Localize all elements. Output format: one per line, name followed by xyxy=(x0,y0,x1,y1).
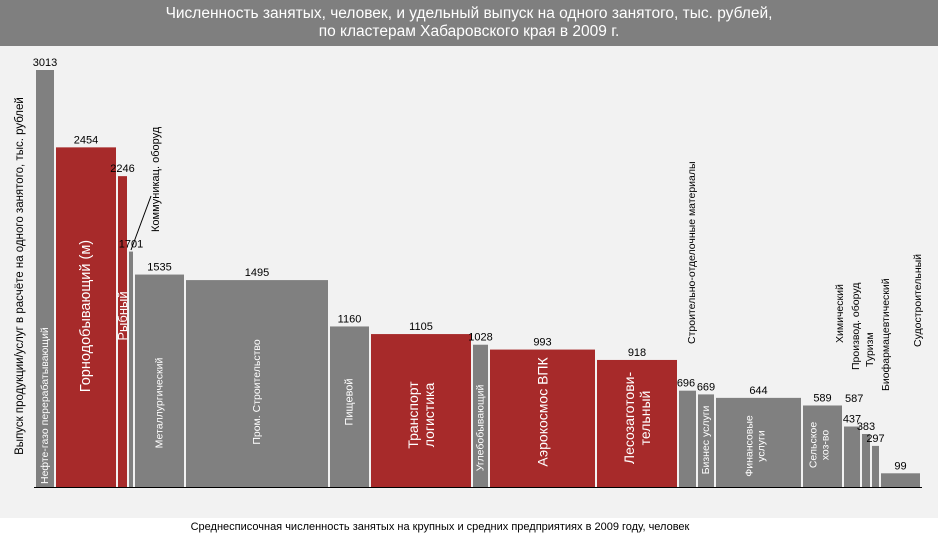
bar xyxy=(698,394,714,487)
bar-category-label: Лесозаготови- xyxy=(621,372,637,465)
bar-category-label: Туризм xyxy=(864,332,876,367)
bar xyxy=(881,473,920,487)
bar-category-label: Пром. Строительство xyxy=(251,339,263,445)
bar-value-label: 383 xyxy=(857,421,875,433)
chart-header: Численность занятых, человек, и удельный… xyxy=(0,0,938,46)
bar-category-label: Строительно-отделочные материалы xyxy=(686,161,698,344)
bar xyxy=(473,344,488,487)
bar-value-label: 1495 xyxy=(245,267,269,279)
bar-category-label: Рыбный xyxy=(115,291,130,340)
bar-value-label: 437 xyxy=(843,414,861,426)
bar xyxy=(56,147,116,487)
bar-category-label: Коммуникац. оборуд xyxy=(150,126,162,232)
bar xyxy=(716,397,801,487)
bar xyxy=(872,445,879,487)
bar-category-label: Сельское xyxy=(808,422,820,468)
bar xyxy=(862,433,870,487)
bar-category-label: Пищевой xyxy=(344,378,356,425)
bar-value-label: 589 xyxy=(813,392,831,404)
bar-category-label: Горнодобывающий (м) xyxy=(78,240,94,392)
bar-value-label: 99 xyxy=(894,460,906,472)
label-leader-line xyxy=(130,195,152,251)
bar-category-label: логистика xyxy=(421,383,437,448)
bar-value-label: 3013 xyxy=(33,57,57,69)
bar-value-label: 1701 xyxy=(119,239,143,251)
bar-category-label: Бизнес услуги xyxy=(700,405,712,474)
bar-category-label: Производ. оборуд xyxy=(850,283,862,370)
bar xyxy=(844,426,860,487)
bar-category-label-group: Транспорт логистика xyxy=(405,381,437,449)
x-axis-label: Среднесписочная численность занятых на к… xyxy=(190,521,690,533)
bar-category-label: Углебобывающий xyxy=(475,385,487,472)
bar-value-label: 2454 xyxy=(74,134,98,146)
bar xyxy=(679,390,696,487)
bar-category-label: услуги xyxy=(756,430,768,462)
bar-value-label: 644 xyxy=(749,385,767,397)
bar-value-label: 1160 xyxy=(338,313,362,325)
bar-value-label: 2246 xyxy=(110,163,134,175)
bar-category-label: Судостроительный xyxy=(912,254,924,347)
bar xyxy=(135,274,184,487)
bar xyxy=(597,359,677,487)
bar-category-label: Биофармацевтический xyxy=(880,278,892,391)
bar xyxy=(118,176,127,487)
bar-category-label: Химический xyxy=(834,284,846,343)
bar xyxy=(490,349,595,487)
bar-value-label: 993 xyxy=(533,337,551,349)
bar-category-label: Нефте-газо перерабатывающий xyxy=(39,327,51,484)
bar xyxy=(371,334,471,487)
bar-value-label: 297 xyxy=(866,433,884,445)
bar xyxy=(36,70,54,487)
chart-title-line-2: по кластерам Хабаровского края в 2009 г. xyxy=(318,23,620,40)
bar-value-label: 918 xyxy=(628,347,646,359)
chart-title-line-1: Численность занятых, человек, и удельный… xyxy=(165,5,773,22)
bar-value-label: 669 xyxy=(697,381,715,393)
bar xyxy=(186,280,328,487)
bar-value-label: 1028 xyxy=(468,332,492,344)
bar-category-label: Аэрокосмос ВПК xyxy=(535,357,551,467)
bar-category-label: тельный xyxy=(637,391,653,446)
bar-value-label: 696 xyxy=(677,378,695,390)
bar-category-label: хоз-во xyxy=(820,430,832,461)
bar-category-label-group: Лесозаготови-тельный xyxy=(621,372,653,465)
bar xyxy=(330,326,369,487)
bar-value-label: 1105 xyxy=(409,321,433,333)
bar xyxy=(129,251,133,487)
bar-category-label: Финансовые xyxy=(744,415,756,477)
bar-value-label: 587 xyxy=(845,393,863,405)
bar xyxy=(803,405,842,487)
bar-category-label: Транспорт xyxy=(405,381,421,449)
bar-category-label: Металлургический xyxy=(154,358,166,449)
bar-value-label: 1535 xyxy=(147,262,171,274)
